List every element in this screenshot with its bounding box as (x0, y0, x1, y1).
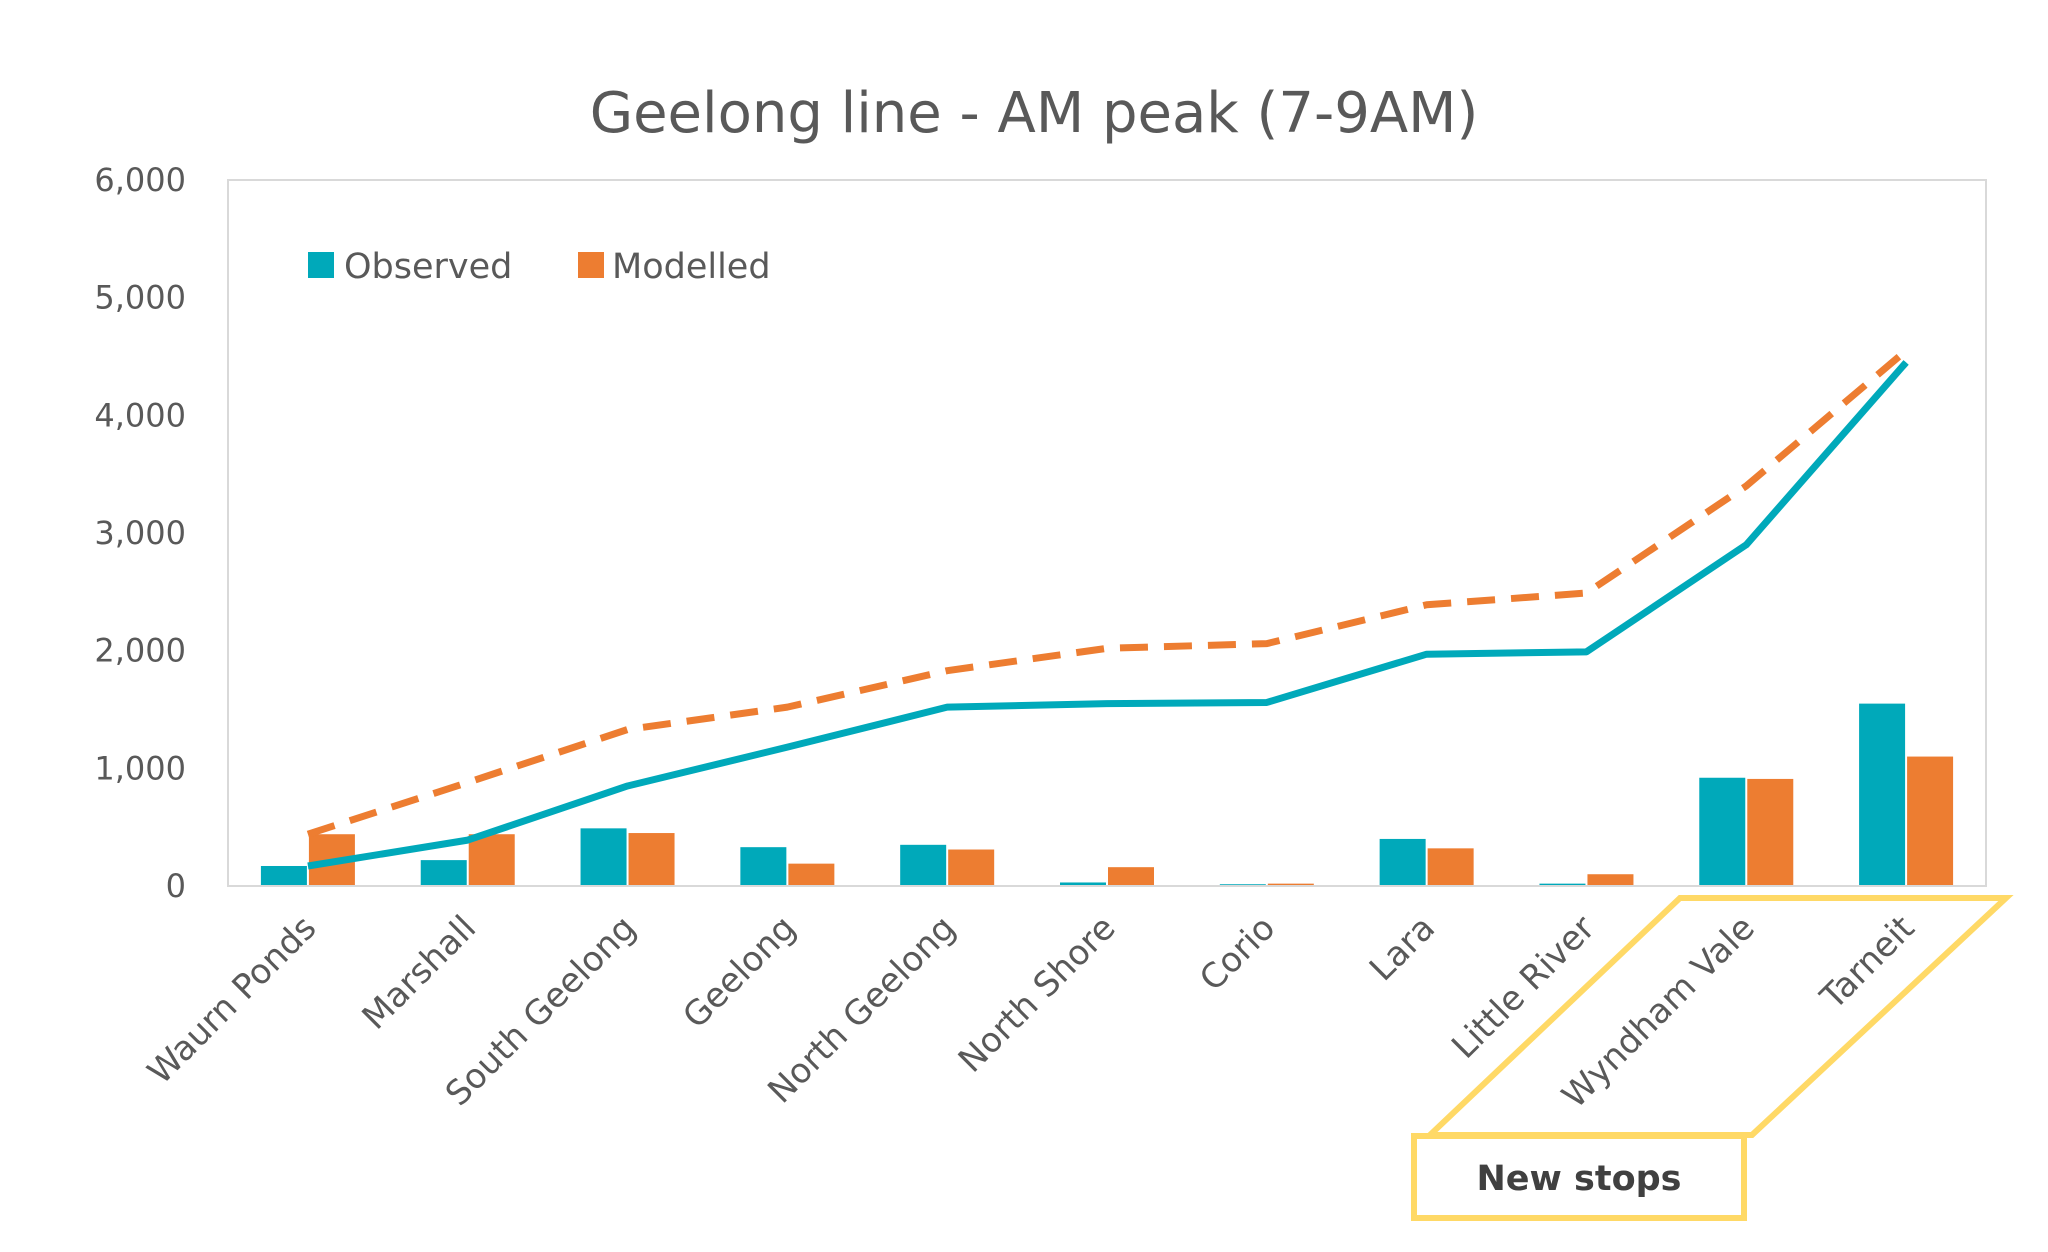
bar-observed (260, 865, 307, 886)
bar-observed (1699, 777, 1746, 886)
legend-swatch-modelled (578, 252, 604, 278)
new-stops-highlight-shape (1422, 895, 2014, 1138)
y-tick-label: 2,000 (94, 632, 186, 670)
x-tick-label: Marshall (355, 908, 485, 1038)
chart-title: Geelong line - AM peak (7-9AM) (590, 81, 1479, 146)
legend-label-modelled: Modelled (612, 247, 771, 287)
bar-observed (1060, 882, 1106, 886)
bar-observed (900, 844, 947, 886)
x-tick-label: Geelong (675, 908, 803, 1036)
x-tick-label: Lara (1362, 908, 1443, 989)
bar-observed (740, 847, 787, 886)
bar-observed (1539, 883, 1586, 886)
bar-observed (580, 828, 627, 886)
new-stops-annotation: New stops (1411, 895, 2014, 1221)
x-tick-label: North Shore (951, 908, 1124, 1081)
y-tick-label: 6,000 (94, 161, 186, 199)
y-tick-label: 0 (166, 867, 186, 905)
series-lines (306, 347, 1909, 870)
modelled-cumulative-line (306, 347, 1909, 838)
bar-modelled (948, 849, 995, 886)
bar-modelled (468, 834, 515, 886)
x-tick-label: Corio (1192, 908, 1283, 999)
bar-observed (420, 860, 467, 886)
observed-cumulative-line (307, 360, 1909, 870)
y-axis-ticks: 0 1,000 2,000 3,000 4,000 5,000 6,000 (94, 161, 186, 905)
bar-modelled (1907, 756, 1954, 886)
bar-modelled (628, 833, 675, 886)
bar-modelled (788, 863, 835, 886)
bar-observed (1859, 703, 1906, 886)
bars (260, 703, 1954, 886)
legend-label-observed: Observed (344, 247, 512, 287)
y-tick-label: 3,000 (94, 514, 186, 552)
new-stops-label: New stops (1476, 1159, 1681, 1199)
legend-swatch-observed (308, 252, 334, 278)
bar-modelled (1108, 867, 1154, 886)
bar-observed (1379, 838, 1426, 886)
y-tick-label: 1,000 (94, 749, 186, 787)
x-tick-label: Tarneit (1812, 908, 1922, 1018)
bar-modelled (1427, 848, 1474, 886)
bar-modelled (1587, 874, 1634, 886)
y-tick-label: 5,000 (94, 279, 186, 317)
bar-modelled (1267, 883, 1314, 886)
x-tick-label: Waurn Ponds (140, 908, 324, 1092)
y-tick-label: 4,000 (94, 396, 186, 434)
bar-modelled (1747, 778, 1794, 886)
legend: Observed Modelled (308, 247, 771, 287)
new-stops-label-box (1411, 1133, 1747, 1221)
